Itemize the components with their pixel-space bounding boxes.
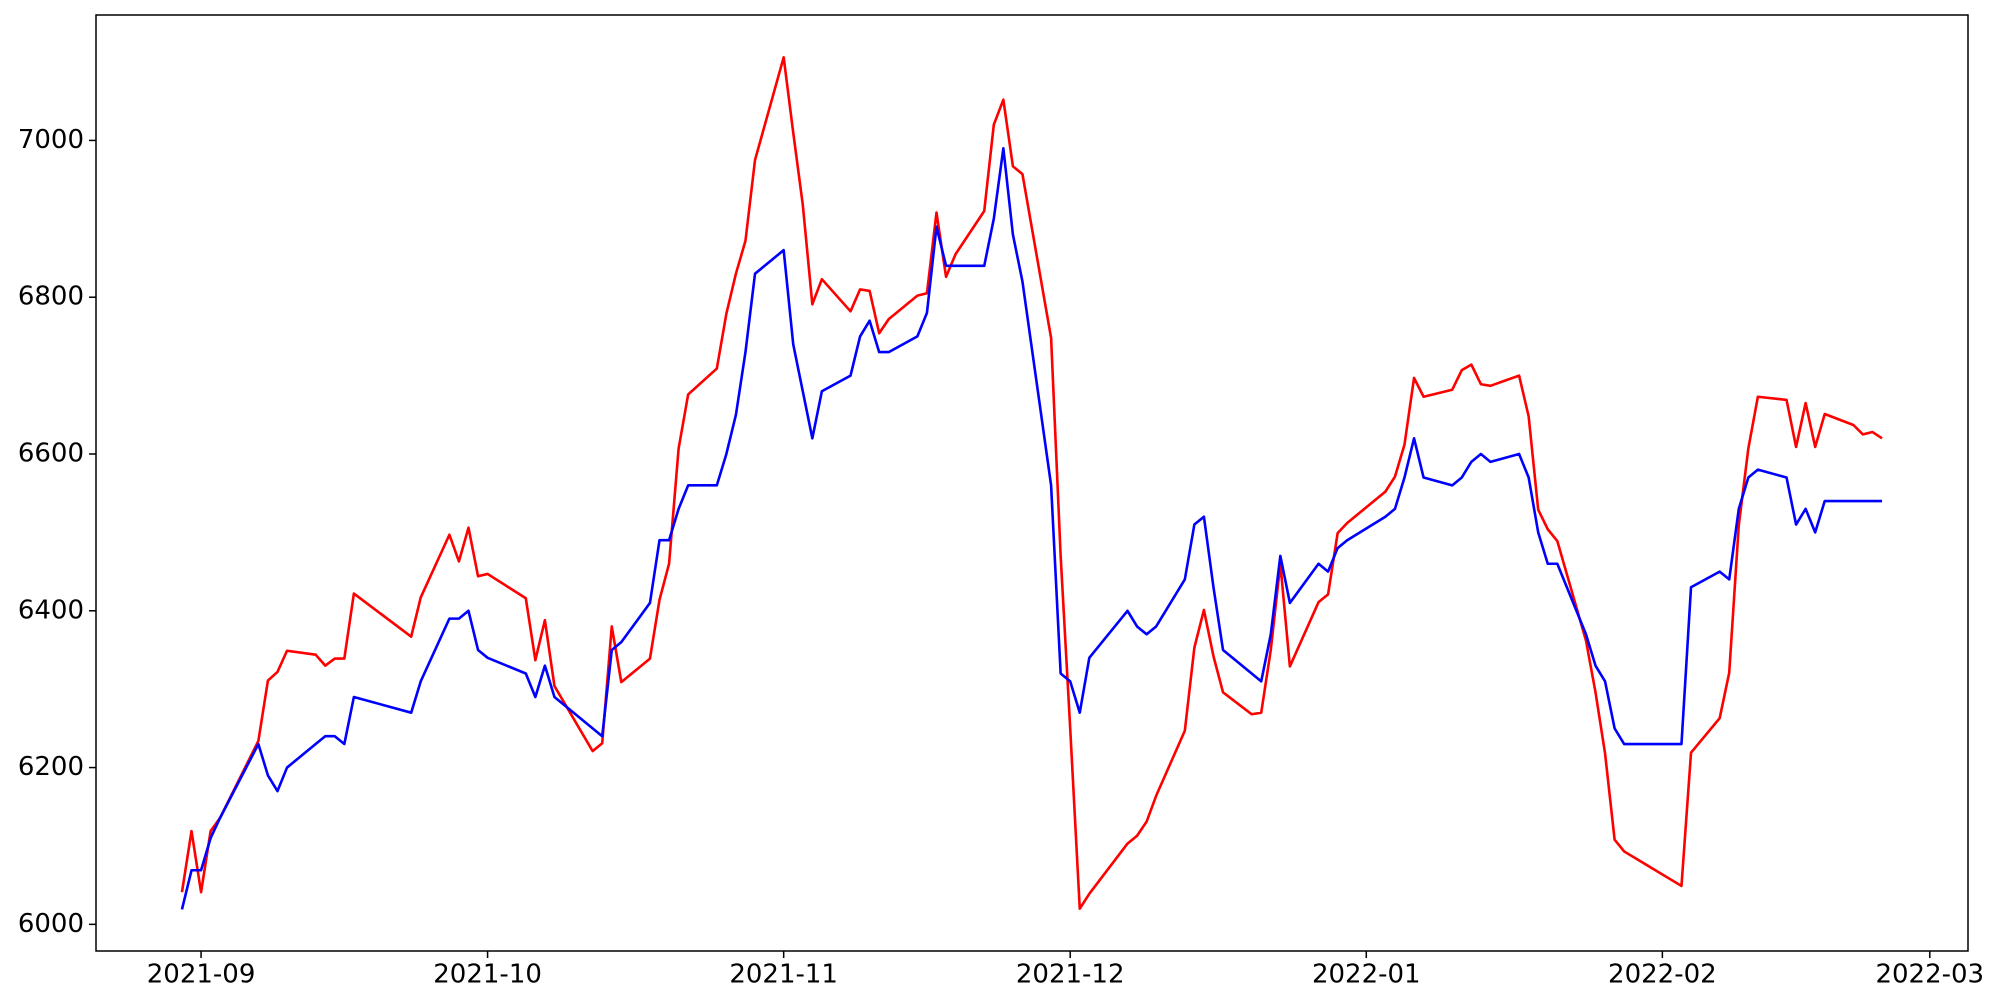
x-tick-label: 2021-09 xyxy=(147,960,256,990)
series-line xyxy=(180,56,1883,910)
y-tick-label: 6200 xyxy=(18,752,84,782)
x-tick-label: 2022-02 xyxy=(1608,960,1717,990)
y-tick-label: 6800 xyxy=(18,282,84,312)
y-tick-label: 6600 xyxy=(18,438,84,468)
x-tick-label: 2021-12 xyxy=(1016,960,1125,990)
x-tick-label: 2021-10 xyxy=(433,960,542,990)
y-tick-label: 6000 xyxy=(18,909,84,939)
y-tick-label: 6400 xyxy=(18,595,84,625)
x-tick-label: 2021-11 xyxy=(729,960,838,990)
y-tick-label: 7000 xyxy=(18,125,84,155)
plot-frame xyxy=(95,14,1969,952)
series-line xyxy=(180,146,1883,910)
x-tick-label: 2022-03 xyxy=(1875,960,1984,990)
x-tick-label: 2022-01 xyxy=(1312,960,1421,990)
